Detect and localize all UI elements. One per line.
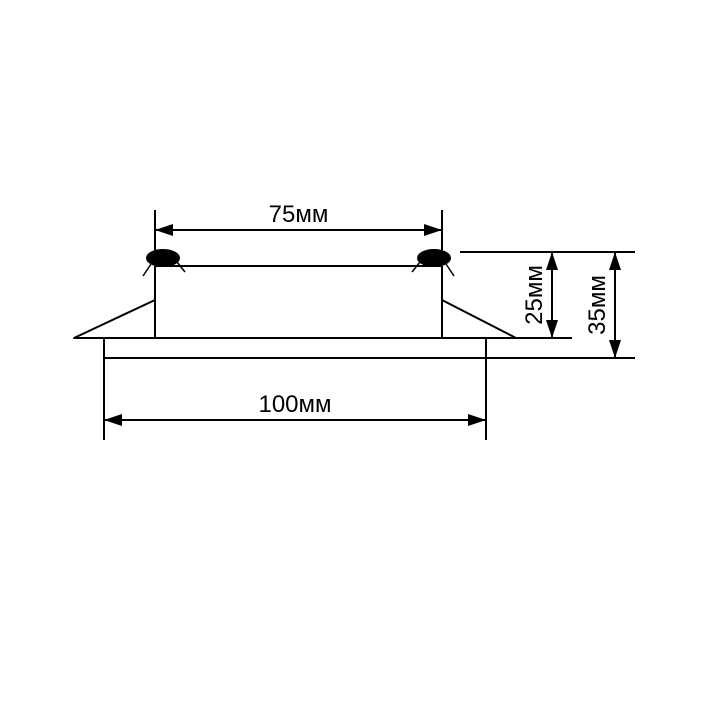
dim-cutout-width: 75мм [269, 201, 329, 228]
dim-inner-height: 25мм [521, 265, 548, 325]
dim-outer-height: 35мм [584, 275, 611, 335]
dim-outer-width: 100мм [258, 391, 331, 418]
